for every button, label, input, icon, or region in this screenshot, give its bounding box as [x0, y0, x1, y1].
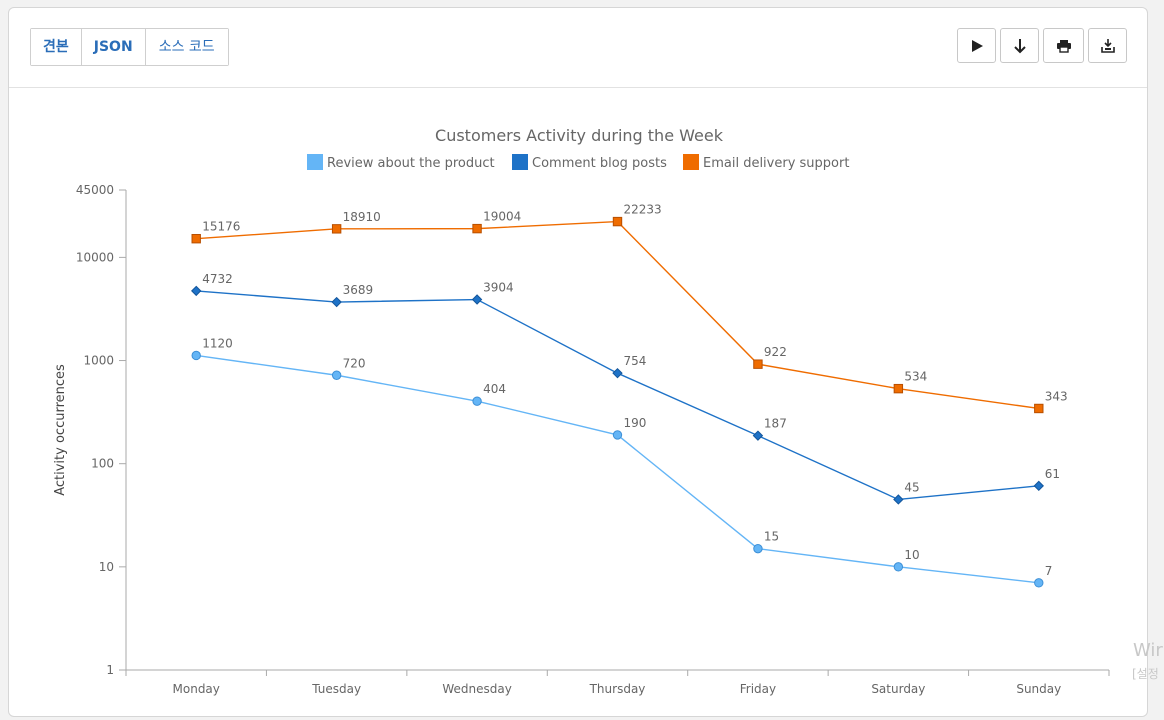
- legend-label: Comment blog posts: [532, 156, 667, 171]
- x-tick-label: Wednesday: [442, 682, 511, 696]
- legend-swatch: [307, 154, 323, 170]
- data-point: [893, 383, 904, 394]
- print-icon: [1056, 39, 1071, 53]
- legend-label: Review about the product: [327, 156, 495, 171]
- export-icon: [1100, 38, 1115, 53]
- data-label: 3689: [343, 283, 374, 297]
- data-label: 720: [343, 356, 366, 370]
- windows-activation-watermark: Wir: [1133, 640, 1163, 661]
- line-chart: Customers Activity during the Week Review…: [53, 126, 1110, 696]
- legend-swatch: [512, 154, 528, 170]
- data-point: [191, 350, 201, 361]
- data-point: [753, 543, 763, 554]
- play-icon: [971, 39, 983, 52]
- x-tick-label: Thursday: [589, 682, 646, 696]
- data-label: 7: [1045, 564, 1053, 578]
- chart-title: Customers Activity during the Week: [435, 126, 724, 145]
- data-label: 1120: [202, 336, 233, 350]
- data-label: 404: [483, 382, 506, 396]
- x-tick-label: Tuesday: [311, 682, 361, 696]
- data-label: 61: [1045, 467, 1060, 481]
- data-label: 15: [764, 530, 779, 544]
- y-tick-label: 45000: [76, 183, 114, 197]
- tab-source-code[interactable]: 소스 코드: [145, 29, 228, 65]
- data-point: [612, 367, 623, 379]
- data-label: 190: [624, 416, 647, 430]
- data-point: [331, 370, 342, 380]
- data-label: 922: [764, 345, 787, 359]
- y-tick-label: 100: [91, 457, 114, 471]
- data-label: 15176: [202, 220, 240, 234]
- data-label: 534: [904, 370, 927, 384]
- data-label: 22233: [624, 203, 662, 217]
- data-point: [1034, 403, 1044, 414]
- data-label: 45: [904, 480, 919, 494]
- y-tick-label: 10000: [76, 250, 114, 264]
- download-arrow-icon: [1013, 38, 1026, 53]
- series-line: [196, 290, 1039, 501]
- data-point: [893, 562, 904, 572]
- data-point: [191, 285, 202, 297]
- data-point: [893, 494, 904, 505]
- data-point: [753, 359, 763, 369]
- data-label: 10: [904, 548, 919, 562]
- data-point: [331, 224, 342, 234]
- download-button[interactable]: [1000, 28, 1039, 63]
- legend-label: Email delivery support: [703, 156, 849, 171]
- data-point: [472, 223, 482, 234]
- data-point: [1034, 578, 1044, 588]
- data-label: 3904: [483, 281, 514, 295]
- tab-json[interactable]: JSON: [81, 29, 146, 65]
- data-point: [612, 430, 623, 440]
- data-label: 754: [624, 354, 647, 368]
- x-tick-label: Saturday: [871, 682, 925, 696]
- data-label: 187: [764, 417, 787, 431]
- data-label: 19004: [483, 210, 521, 224]
- view-tabs: 견본 JSON 소스 코드: [30, 28, 229, 66]
- y-tick-label: 1000: [83, 354, 114, 368]
- x-tick-label: Monday: [173, 682, 220, 696]
- data-point: [191, 233, 201, 244]
- x-tick-label: Sunday: [1016, 682, 1061, 696]
- y-tick-label: 10: [99, 560, 114, 574]
- legend-swatch: [683, 154, 699, 170]
- data-point: [612, 216, 623, 227]
- data-label: 4732: [202, 272, 233, 286]
- data-label: 18910: [343, 210, 381, 224]
- export-button[interactable]: [1088, 28, 1127, 63]
- x-tick-label: Friday: [740, 682, 776, 696]
- windows-activation-watermark-sub: [설정: [1132, 667, 1159, 681]
- chart-area: Customers Activity during the Week Review…: [9, 88, 1147, 716]
- data-point: [471, 294, 483, 305]
- data-point: [1033, 480, 1044, 492]
- data-point: [331, 296, 342, 308]
- data-point: [752, 430, 764, 441]
- data-label: 343: [1045, 389, 1068, 403]
- data-point: [472, 396, 482, 406]
- toolbar: 견본 JSON 소스 코드: [9, 8, 1147, 88]
- run-button[interactable]: [957, 28, 996, 63]
- y-tick-label: 1: [106, 663, 114, 677]
- toolbar-actions: [957, 28, 1127, 63]
- y-axis-title: Activity occurrences: [53, 364, 68, 496]
- print-button[interactable]: [1043, 28, 1084, 63]
- chart-card: 견본 JSON 소스 코드: [8, 7, 1148, 717]
- tab-sample[interactable]: 견본: [31, 29, 82, 65]
